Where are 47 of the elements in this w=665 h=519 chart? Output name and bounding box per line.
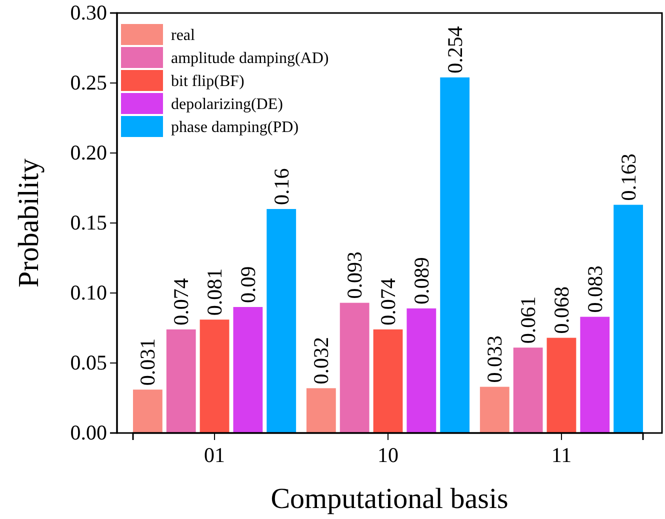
bar bbox=[373, 329, 403, 433]
x-tick-label: 10 bbox=[378, 442, 398, 467]
bar bbox=[233, 307, 263, 433]
legend-label: depolarizing(DE) bbox=[171, 96, 283, 113]
bar bbox=[546, 338, 576, 433]
data-label: 0.089 bbox=[409, 257, 434, 304]
y-tick-label: 0.20 bbox=[70, 140, 107, 165]
bar bbox=[200, 320, 230, 433]
bar bbox=[166, 329, 196, 433]
legend-label: real bbox=[171, 27, 196, 44]
legend-label: phase damping(PD) bbox=[171, 119, 299, 136]
bar bbox=[440, 77, 470, 433]
data-label: 0.061 bbox=[516, 296, 540, 344]
data-label: 0.093 bbox=[342, 252, 367, 299]
y-tick-label: 0.05 bbox=[70, 350, 107, 375]
data-label: 0.254 bbox=[442, 26, 467, 74]
bar bbox=[406, 308, 436, 433]
data-label: 0.163 bbox=[616, 154, 640, 201]
bar bbox=[513, 348, 543, 433]
x-tick-label: 01 bbox=[204, 442, 226, 467]
bar bbox=[133, 390, 162, 433]
bar bbox=[340, 302, 370, 433]
x-tick-label: 11 bbox=[551, 442, 572, 467]
bar bbox=[580, 316, 610, 433]
data-label: 0.081 bbox=[202, 268, 227, 316]
y-tick-label: 0.25 bbox=[70, 70, 107, 95]
legend-label: bit flip(BF) bbox=[171, 73, 244, 90]
data-label: 0.032 bbox=[309, 336, 334, 384]
y-tick-label: 0.10 bbox=[70, 280, 107, 305]
x-axis-title: Computational basis bbox=[270, 483, 508, 515]
bar bbox=[306, 388, 336, 433]
y-axis-title: Probability bbox=[13, 158, 45, 288]
data-label: 0.074 bbox=[376, 278, 400, 326]
data-label: 0.16 bbox=[269, 168, 294, 205]
y-tick-label: 0.30 bbox=[70, 0, 107, 25]
data-label: 0.083 bbox=[582, 266, 607, 313]
bar bbox=[614, 204, 643, 433]
data-label: 0.09 bbox=[236, 266, 260, 303]
legend-label: amplitude damping(AD) bbox=[171, 50, 329, 67]
data-label: 0.068 bbox=[549, 286, 574, 334]
bar bbox=[480, 386, 510, 433]
data-label: 0.074 bbox=[169, 278, 194, 326]
data-label: 0.031 bbox=[136, 338, 160, 386]
bar bbox=[266, 209, 296, 433]
data-label: 0.033 bbox=[482, 336, 507, 383]
y-tick-label: 0.15 bbox=[70, 210, 107, 235]
y-tick-label: 0.00 bbox=[70, 420, 107, 445]
